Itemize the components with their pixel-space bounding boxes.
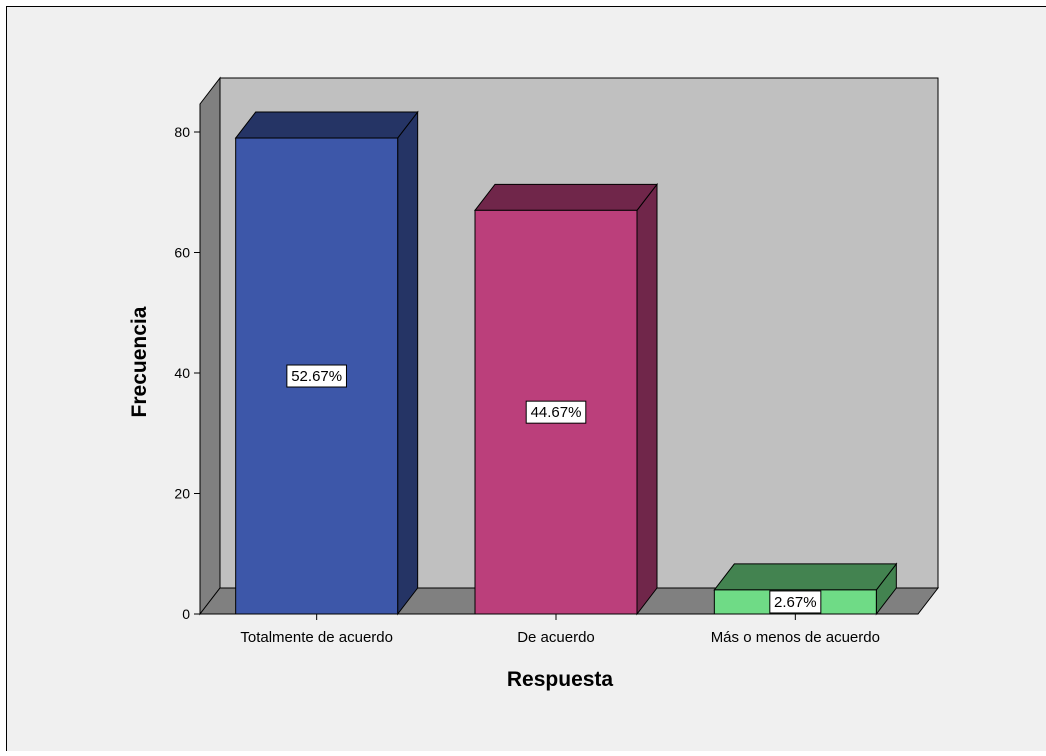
x-tick-label: Totalmente de acuerdo (240, 629, 393, 646)
y-axis-title: Frecuencia (128, 306, 151, 417)
data-label: 2.67% (774, 594, 817, 611)
bar-group: 52.67% (236, 112, 418, 614)
y-tick-label: 60 (174, 245, 190, 261)
bar-side (398, 112, 418, 614)
x-tick-label: Más o menos de acuerdo (711, 629, 880, 646)
y-tick-label: 40 (174, 365, 190, 381)
side-wall (200, 78, 220, 614)
x-tick-label: De acuerdo (517, 629, 595, 646)
data-label: 44.67% (531, 404, 582, 421)
y-tick-label: 0 (182, 606, 190, 622)
y-tick-label: 20 (174, 486, 190, 502)
data-label: 52.67% (291, 368, 342, 385)
bar-top (236, 112, 418, 138)
y-tick-label: 80 (174, 124, 190, 140)
bar-side (637, 184, 657, 614)
x-axis-title: Respuesta (507, 668, 614, 691)
bar-group: 2.67% (714, 564, 896, 614)
bar-group: 44.67% (475, 184, 657, 614)
bar-top (475, 184, 657, 210)
bar-top (714, 564, 896, 590)
